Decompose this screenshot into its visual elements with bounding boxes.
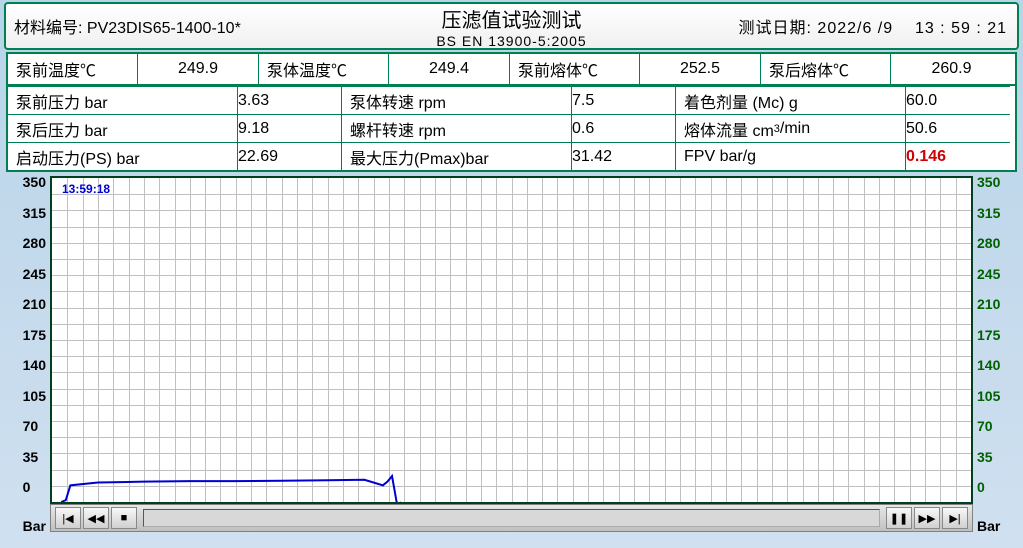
header-center: 压滤值试验测试 BS EN 13900-5:2005 bbox=[436, 4, 586, 49]
y-tick-right: 35 bbox=[977, 451, 1000, 482]
data-value: 60.0 bbox=[906, 86, 1010, 114]
y-tick-right: 245 bbox=[977, 268, 1000, 299]
temperature-row: 泵前温度℃ 249.9泵体温度℃ 249.4泵前熔体℃ 252.5泵后熔体℃ 260.9 bbox=[6, 52, 1017, 86]
time-value: 13 : 59 : 21 bbox=[915, 20, 1007, 37]
y-tick-left: 210 bbox=[23, 298, 46, 329]
chart-plot: 13:59:18 bbox=[50, 176, 973, 504]
temp-label: 泵后熔体℃ bbox=[761, 57, 857, 81]
material-id: PV23DIS65-1400-10* bbox=[87, 20, 241, 37]
y-tick-right: 70 bbox=[977, 420, 1000, 451]
y-tick-left: 140 bbox=[23, 359, 46, 390]
y-tick-left: 175 bbox=[23, 329, 46, 360]
temp-value: 249.9 bbox=[138, 60, 258, 78]
date-value: 2022/6 /9 bbox=[817, 20, 893, 37]
y-tick-left: 315 bbox=[23, 207, 46, 238]
data-value: 3.63 bbox=[238, 86, 342, 114]
data-value: 9.18 bbox=[238, 114, 342, 142]
y-tick-left: 0 bbox=[23, 481, 46, 512]
chart-center: 13:59:18 |◀ ◀◀ ■ ❚❚ ▶▶ ▶| bbox=[50, 176, 973, 532]
y-tick-right: 0 bbox=[977, 481, 1000, 512]
data-value: 50.6 bbox=[906, 114, 1010, 142]
data-value: 7.5 bbox=[572, 86, 676, 114]
y-tick-right: 210 bbox=[977, 298, 1000, 329]
y-tick-left: 70 bbox=[23, 420, 46, 451]
page-title: 压滤值试验测试 bbox=[436, 4, 586, 33]
temp-label: 泵体温度℃ bbox=[259, 57, 355, 81]
last-button[interactable]: ▶| bbox=[942, 507, 968, 529]
header-bar: 材料编号: PV23DIS65-1400-10* 压滤值试验测试 BS EN 1… bbox=[4, 2, 1019, 50]
data-value: 0.146 bbox=[906, 142, 1010, 170]
forward-button[interactable]: ▶▶ bbox=[914, 507, 940, 529]
data-label: 螺杆转速 rpm bbox=[342, 114, 572, 142]
temp-value: 249.4 bbox=[389, 60, 509, 78]
y-tick-left: 350 bbox=[23, 176, 46, 207]
temp-label: 泵前温度℃ bbox=[8, 57, 104, 81]
y-tick-right: 175 bbox=[977, 329, 1000, 360]
data-label: 泵体转速 rpm bbox=[342, 86, 572, 114]
rewind-button[interactable]: ◀◀ bbox=[83, 507, 109, 529]
y-tick-left: 245 bbox=[23, 268, 46, 299]
y-tick-right: 315 bbox=[977, 207, 1000, 238]
y-tick-right: 140 bbox=[977, 359, 1000, 390]
temp-label: 泵前熔体℃ bbox=[510, 57, 606, 81]
data-label: 着色剂量 (Mc) g bbox=[676, 86, 906, 114]
data-value: 0.6 bbox=[572, 114, 676, 142]
playback-scrollbar[interactable] bbox=[143, 509, 880, 527]
first-button[interactable]: |◀ bbox=[55, 507, 81, 529]
data-label: 启动压力(PS) bar bbox=[8, 142, 238, 170]
y-unit-right: Bar bbox=[977, 518, 1000, 534]
y-axis-left: 35031528024521017514010570350 Bar bbox=[6, 176, 50, 532]
y-tick-right: 350 bbox=[977, 176, 1000, 207]
y-tick-right: 280 bbox=[977, 237, 1000, 268]
data-label: 最大压力(Pmax)bar bbox=[342, 142, 572, 170]
page-subtitle: BS EN 13900-5:2005 bbox=[436, 33, 586, 49]
y-tick-left: 35 bbox=[23, 451, 46, 482]
data-label: 泵前压力 bar bbox=[8, 86, 238, 114]
temp-value: 252.5 bbox=[640, 60, 760, 78]
data-value: 22.69 bbox=[238, 142, 342, 170]
pause-button[interactable]: ❚❚ bbox=[886, 507, 912, 529]
temp-value: 260.9 bbox=[891, 60, 1012, 78]
test-datetime: 测试日期: 2022/6 /9 13 : 59 : 21 bbox=[739, 14, 1007, 38]
stop-button[interactable]: ■ bbox=[111, 507, 137, 529]
date-label: 测试日期: bbox=[739, 20, 812, 37]
y-axis-right: 35031528024521017514010570350 Bar bbox=[973, 176, 1017, 532]
chart-line-svg bbox=[52, 178, 971, 502]
data-label: 泵后压力 bar bbox=[8, 114, 238, 142]
data-label: 熔体流量 cm3/min bbox=[676, 114, 906, 142]
material-info: 材料编号: PV23DIS65-1400-10* bbox=[6, 14, 241, 38]
y-tick-left: 105 bbox=[23, 390, 46, 421]
y-unit-left: Bar bbox=[23, 518, 46, 534]
data-value: 31.42 bbox=[572, 142, 676, 170]
chart-timestamp: 13:59:18 bbox=[62, 182, 110, 196]
chart-area: 35031528024521017514010570350 Bar 13:59:… bbox=[6, 176, 1017, 532]
material-label: 材料编号: bbox=[14, 20, 82, 37]
playback-controls: |◀ ◀◀ ■ ❚❚ ▶▶ ▶| bbox=[50, 504, 973, 532]
y-tick-left: 280 bbox=[23, 237, 46, 268]
data-label: FPV bar/g bbox=[676, 142, 906, 170]
data-table: 泵前压力 bar3.63泵体转速 rpm7.5着色剂量 (Mc) g60.0 泵后… bbox=[6, 86, 1017, 172]
y-tick-right: 105 bbox=[977, 390, 1000, 421]
